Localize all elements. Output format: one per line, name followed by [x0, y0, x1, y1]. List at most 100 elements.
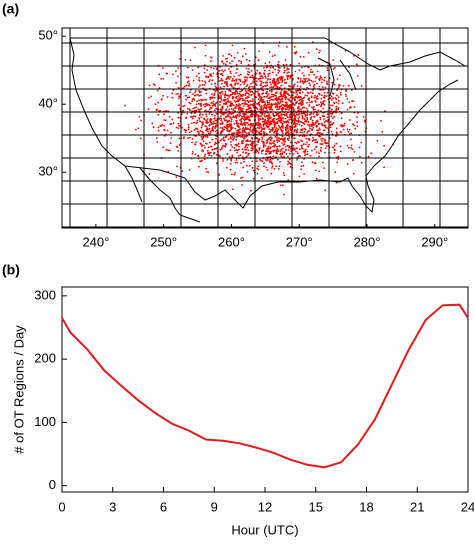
ot-point	[229, 70, 232, 73]
ot-point	[234, 110, 236, 112]
ot-point	[346, 128, 349, 131]
ot-point	[329, 123, 332, 126]
ot-point	[292, 92, 295, 94]
ot-point	[323, 167, 326, 170]
ot-point	[339, 131, 342, 133]
ot-point	[175, 70, 177, 73]
ot-point	[201, 84, 204, 86]
ot-point	[276, 158, 279, 161]
ot-point	[295, 131, 298, 134]
ot-point	[202, 135, 205, 138]
ot-point	[295, 150, 297, 153]
ot-point	[276, 112, 279, 115]
ot-point	[257, 114, 260, 117]
ot-point	[183, 104, 186, 107]
ot-point	[215, 124, 218, 127]
ot-point	[305, 77, 307, 80]
ot-point	[299, 121, 302, 123]
ot-point	[256, 126, 259, 129]
ot-point	[288, 137, 291, 139]
x-tick-label: 18	[359, 499, 373, 514]
ot-point	[160, 78, 163, 80]
ot-point	[336, 78, 339, 80]
ot-point	[207, 75, 210, 78]
ot-point	[270, 172, 273, 175]
ot-point	[320, 138, 322, 140]
ot-point	[245, 136, 248, 138]
ot-point	[265, 107, 267, 110]
ot-point	[203, 67, 206, 70]
ot-point	[260, 75, 263, 78]
ot-point	[292, 77, 294, 80]
ot-point	[245, 85, 248, 87]
ot-point	[208, 124, 211, 126]
ot-point	[230, 137, 233, 140]
ot-point	[205, 167, 208, 170]
ot-point	[250, 82, 252, 85]
ot-point	[287, 75, 290, 78]
ot-point	[332, 146, 335, 149]
ot-point	[277, 82, 279, 85]
ot-point	[198, 99, 200, 102]
ot-point	[250, 113, 253, 116]
ot-point	[353, 151, 356, 153]
ot-point	[212, 67, 215, 70]
ot-point	[301, 117, 304, 120]
ot-point	[261, 150, 264, 152]
ot-point	[247, 124, 250, 126]
ot-point	[268, 128, 270, 130]
ot-point	[170, 123, 173, 125]
ot-point	[209, 98, 212, 100]
ot-point	[324, 139, 326, 142]
ot-point	[318, 127, 321, 130]
ot-point	[215, 102, 218, 104]
ot-point	[284, 108, 287, 110]
ot-point	[376, 140, 379, 142]
ot-point	[333, 151, 336, 154]
ot-point	[232, 86, 235, 89]
ot-point	[262, 144, 265, 147]
ot-point	[271, 120, 273, 123]
ot-point	[196, 119, 199, 122]
ot-point	[311, 149, 313, 152]
ot-point	[187, 126, 190, 129]
ot-point	[251, 115, 253, 118]
ot-point	[221, 74, 224, 77]
ot-point	[335, 107, 338, 110]
ot-point	[280, 148, 283, 151]
ot-point	[315, 104, 318, 106]
ot-point	[196, 93, 199, 96]
ot-point	[300, 128, 302, 131]
ot-point	[200, 126, 203, 129]
ot-point	[228, 156, 231, 158]
ot-point	[312, 136, 314, 139]
ot-point	[311, 119, 314, 122]
ot-point	[248, 133, 251, 135]
ot-point	[293, 98, 296, 101]
ot-point	[307, 130, 309, 133]
ot-point	[264, 112, 266, 115]
ot-point	[301, 97, 303, 100]
ot-point	[299, 78, 302, 80]
ot-point	[230, 118, 233, 121]
ot-point	[383, 144, 385, 147]
ot-point	[307, 92, 310, 95]
ot-point	[198, 117, 201, 119]
ot-point	[244, 101, 247, 103]
ot-point	[297, 117, 300, 120]
x-tick-label: 15	[309, 499, 323, 514]
ot-point	[233, 56, 236, 59]
ot-point	[228, 89, 230, 92]
ot-point	[271, 165, 274, 168]
ot-point	[200, 135, 203, 138]
ot-point	[309, 154, 312, 157]
ot-point	[320, 133, 323, 135]
ot-point	[202, 121, 204, 124]
ot-point	[225, 94, 228, 97]
ot-point	[207, 128, 209, 131]
ot-point	[193, 115, 195, 117]
ot-point	[322, 107, 324, 110]
ot-point	[315, 120, 318, 123]
ot-point	[321, 115, 324, 117]
ot-point	[331, 113, 334, 115]
